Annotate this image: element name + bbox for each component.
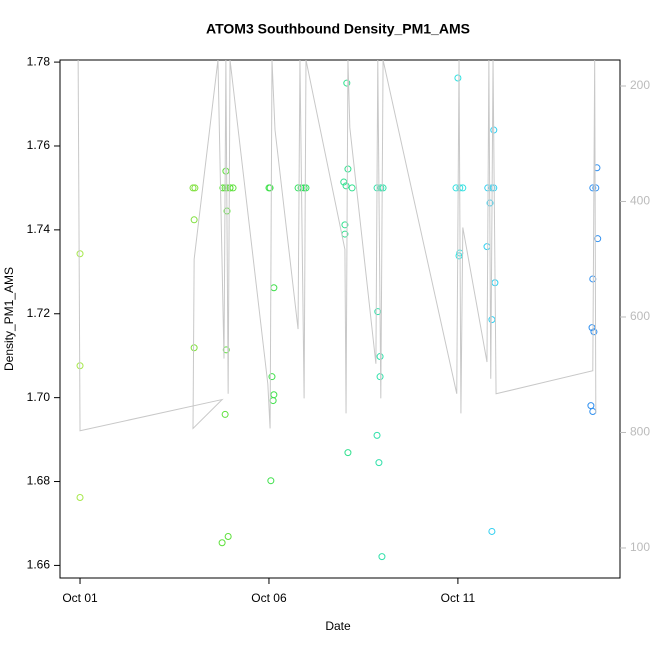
y-tick-label: 1.74 <box>27 222 51 236</box>
point <box>589 184 597 192</box>
y-tick-label: 1.78 <box>27 54 51 68</box>
point <box>270 391 278 399</box>
point <box>374 308 382 316</box>
y2-tick-label: 800 <box>630 425 650 439</box>
point <box>373 431 381 439</box>
point <box>588 324 596 332</box>
point <box>488 316 496 324</box>
point <box>229 184 237 192</box>
point <box>378 553 386 561</box>
point <box>266 184 274 192</box>
point <box>267 477 275 485</box>
point <box>344 165 352 173</box>
point <box>222 346 230 354</box>
point <box>269 397 277 405</box>
point <box>302 184 310 192</box>
point <box>348 184 356 192</box>
y-tick-label: 1.72 <box>27 306 51 320</box>
point <box>590 328 598 336</box>
y2-tick-label: 400 <box>630 194 650 208</box>
plot-area <box>76 60 602 561</box>
point <box>76 250 84 258</box>
line-series <box>77 60 597 432</box>
point <box>483 243 491 251</box>
y2-tick-label: 1000 <box>630 540 650 554</box>
x-tick-label: Oct 06 <box>251 591 287 605</box>
point <box>592 184 600 192</box>
point <box>218 539 226 547</box>
y-tick-label: 1.76 <box>27 138 51 152</box>
y-tick-label: 1.66 <box>27 558 51 572</box>
point <box>219 184 227 192</box>
point <box>190 216 198 224</box>
point <box>341 221 349 229</box>
point <box>343 79 351 87</box>
point <box>340 178 348 186</box>
point <box>587 402 595 410</box>
point <box>342 182 350 190</box>
point <box>222 167 230 175</box>
point <box>488 527 496 535</box>
point <box>191 184 199 192</box>
point <box>190 344 198 352</box>
plot-frame <box>59 59 621 579</box>
y2-tick-label: 200 <box>630 78 650 92</box>
point <box>376 373 384 381</box>
point <box>270 284 278 292</box>
point <box>344 449 352 457</box>
point <box>375 459 383 467</box>
y-axis-title: Density_PM1_AMS <box>2 267 16 371</box>
y-tick-label: 1.70 <box>27 390 51 404</box>
point <box>377 184 385 192</box>
chart-title: ATOM3 Southbound Density_PM1_AMS <box>206 21 470 37</box>
x-tick-label: Oct 01 <box>62 591 98 605</box>
point <box>589 407 597 415</box>
point <box>268 373 276 381</box>
point <box>379 184 387 192</box>
point <box>221 410 229 418</box>
point <box>594 235 602 243</box>
point <box>189 184 197 192</box>
point <box>454 74 462 82</box>
point <box>76 493 84 501</box>
point <box>452 184 460 192</box>
x-axis-title: Date <box>325 619 351 633</box>
y-tick-label: 1.68 <box>27 474 51 488</box>
y2-tick-label: 600 <box>630 309 650 323</box>
point <box>224 532 232 540</box>
x-tick-label: Oct 11 <box>441 591 476 605</box>
